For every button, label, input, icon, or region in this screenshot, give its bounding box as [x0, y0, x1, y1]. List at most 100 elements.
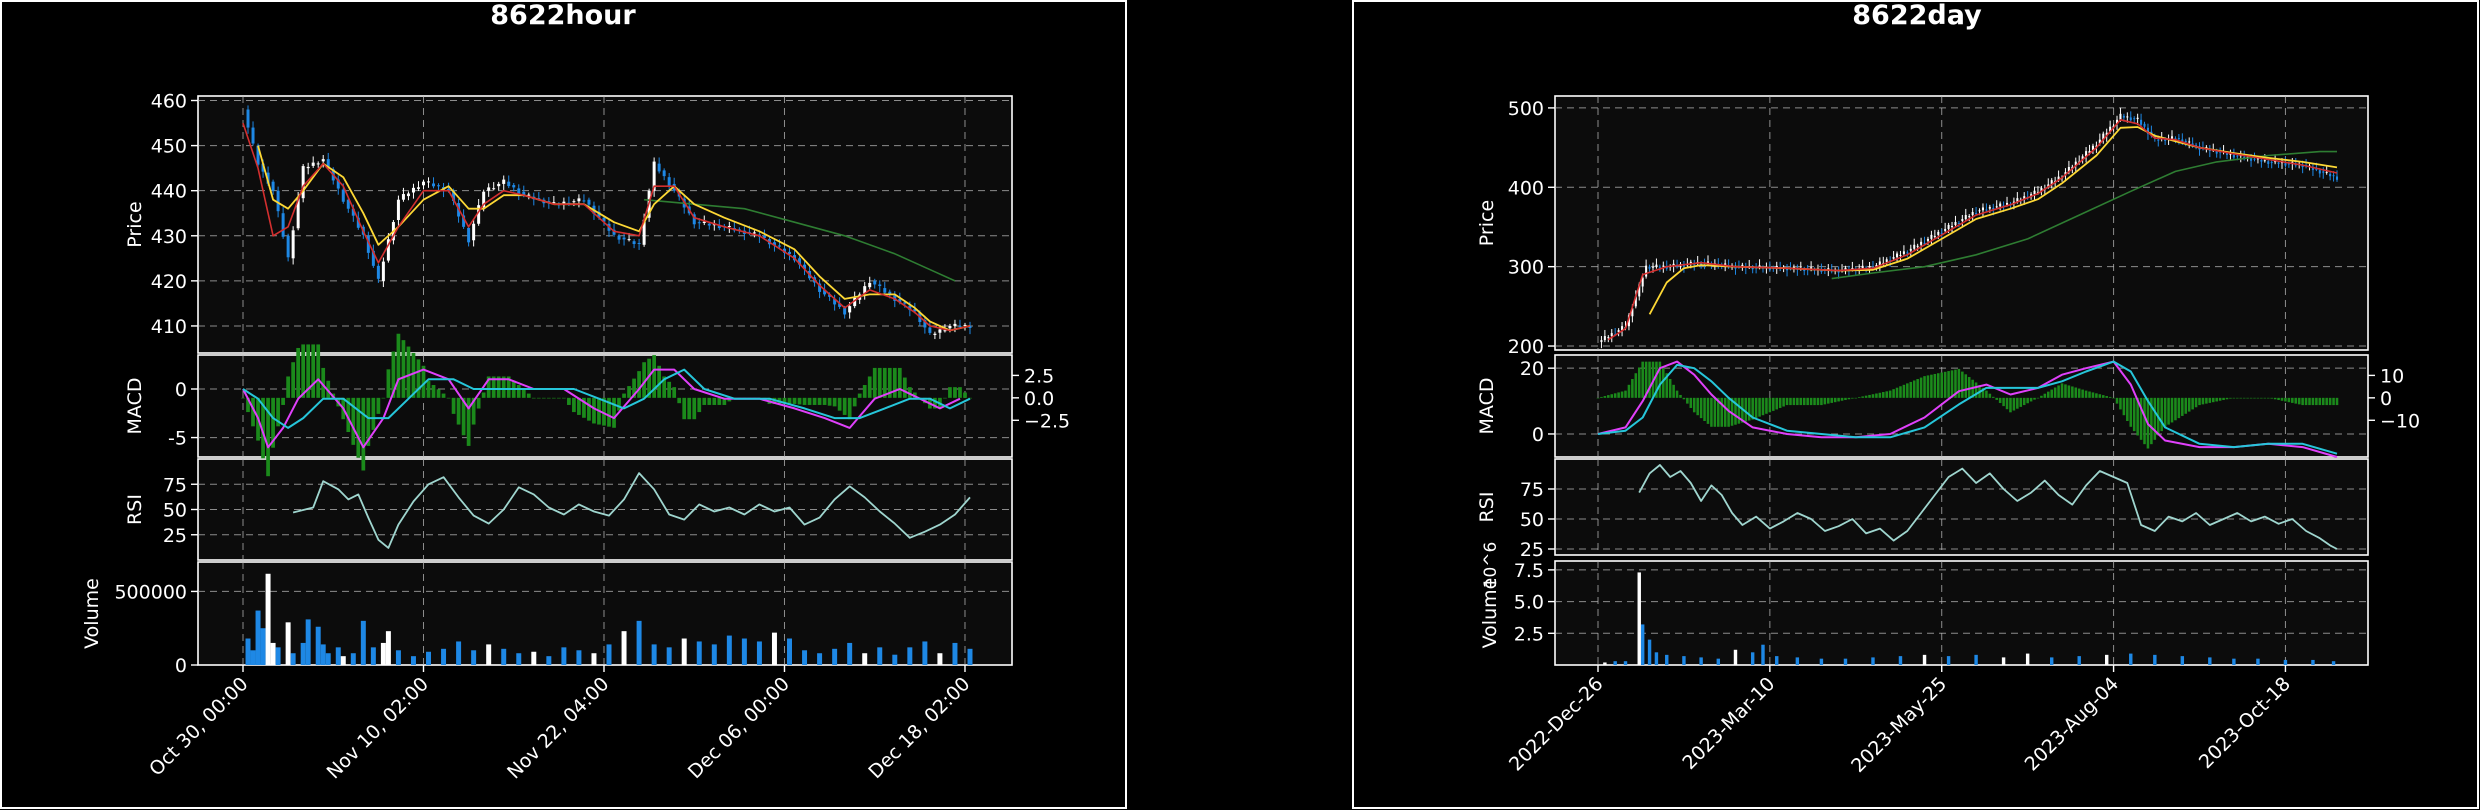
day-macd-hist-bar — [1634, 373, 1638, 398]
day-macd-hist-bar — [2139, 397, 2143, 440]
day-macd-hist-bar — [1899, 386, 1902, 398]
day-macd-hist-bar — [2332, 397, 2335, 406]
day-macd-hist-bar — [2246, 397, 2249, 399]
hour-volume-bar — [952, 642, 958, 665]
hour-volume-bar — [305, 619, 311, 665]
day-volume-bar — [2283, 659, 2288, 665]
day-macd-hist-bar — [1840, 397, 1844, 401]
day-macd-hist-bar — [2315, 397, 2318, 406]
hour-macd-hist-bar — [933, 397, 937, 409]
day-macd-hist-bar — [1782, 397, 1785, 407]
day-volume-bar — [2001, 657, 2006, 665]
day-candle-body — [1844, 267, 1847, 271]
day-macd-hist-bar — [2263, 397, 2267, 399]
day-macd-hist-bar — [2177, 397, 2181, 419]
day-macd-hist-bar — [2112, 397, 2115, 399]
hour-macd-hist-bar — [632, 378, 636, 398]
hour-chart-title: 8622hour — [490, 0, 636, 31]
day-volume-bar — [1603, 662, 1607, 665]
hour-candle-body — [527, 194, 531, 196]
hour-candle-body — [502, 179, 506, 184]
hour-candle-body — [492, 188, 496, 190]
day-macd-hist-bar — [2229, 397, 2232, 399]
hour-candle-body — [321, 159, 325, 162]
day-candle-body — [2174, 138, 2177, 140]
day-macd-hist-bar — [1912, 380, 1916, 398]
hour-candle-body — [411, 187, 415, 193]
hour-macd-hist-bar — [346, 397, 351, 433]
day-candle-body — [2081, 156, 2084, 160]
hour-macd-hist-bar — [902, 377, 907, 398]
day-macd-hist-bar — [2119, 397, 2122, 410]
hour-volume-bar — [531, 651, 537, 665]
day-candle-body — [1951, 226, 1954, 228]
hour-volume-bar — [606, 644, 612, 665]
hour-candle-body — [938, 329, 942, 333]
hour-volume-bar — [817, 653, 823, 665]
day-candle-body — [2225, 153, 2229, 155]
day-rsi-line — [1638, 464, 2338, 550]
hour-volume-bar — [937, 653, 943, 665]
day-macd-hist-bar — [2060, 383, 2064, 398]
day-macd-hist-bar — [1906, 383, 1909, 398]
day-macd-hist-bar — [1902, 384, 1906, 398]
day-macd-hist-bar — [2153, 397, 2157, 440]
hour-candle-body — [261, 163, 265, 172]
day-macd-hist-bar — [2239, 397, 2243, 399]
day-candle-body — [1682, 265, 1685, 267]
day-candle-body — [2153, 135, 2156, 138]
day-candle-body — [1803, 268, 1806, 272]
day-macd-hist-bar — [1799, 397, 1803, 406]
hour-volume-bar — [320, 644, 326, 665]
hour-candle-body — [913, 309, 917, 312]
hour-candle-body — [522, 191, 526, 196]
day-macd-hist-bar — [2064, 384, 2067, 398]
day-candle-body — [1851, 268, 1854, 270]
day-macd-hist-bar — [2205, 397, 2208, 404]
day-macd-hist-bar — [2022, 397, 2026, 406]
day-macd-hist-bar — [1875, 393, 1878, 398]
day-volume-bar — [1974, 654, 1978, 665]
hour-macd-hist-bar — [872, 367, 877, 398]
day-macd-hist-bar — [1868, 394, 1871, 398]
day-candle-body — [2157, 139, 2160, 141]
hour-volume-bar — [802, 650, 808, 665]
day-macd-hist-bar — [1926, 375, 1930, 398]
day-candle-body — [2236, 155, 2239, 157]
hour-macd-hist-bar — [607, 397, 611, 427]
day-macd-hist-bar — [1772, 397, 1775, 411]
day-candle-body — [1724, 263, 1727, 266]
hour-macd-hist-bar — [722, 397, 727, 405]
hour-candle-body — [281, 213, 285, 237]
hour-volume-bar — [892, 654, 898, 665]
day-macd-hist-bar — [1871, 394, 1875, 398]
hour-volume-bar — [270, 642, 276, 665]
hour-candle-body — [376, 265, 380, 279]
hour-volume-bar — [771, 632, 777, 665]
day-macd-hist-bar — [2270, 397, 2273, 399]
hour-candle-body — [652, 161, 656, 191]
day-macd-hist-bar — [1689, 397, 1693, 408]
hour-volume-bar — [250, 650, 256, 665]
hour-macd-hist-bar — [476, 397, 481, 409]
hour-candle-body — [963, 324, 967, 326]
hour-candle-body — [296, 198, 300, 229]
day-macd-hist-bar — [2050, 389, 2053, 398]
day-macd-hist-bar — [2191, 397, 2194, 410]
day-candle-body — [1689, 261, 1692, 265]
day-macd-hist-bar — [1675, 390, 1679, 398]
hour-candle-body — [662, 170, 666, 177]
day-macd-hist-bar — [1813, 397, 1816, 406]
hour-macd-tick-label: 0 — [175, 379, 187, 401]
day-macd-hist-bar — [1816, 397, 1820, 406]
day-macd-hist-bar — [1943, 371, 1947, 398]
day-volume-bar — [2104, 654, 2109, 665]
hour-macd-hist-bar — [351, 397, 356, 445]
day-macd-hist-bar — [1679, 394, 1682, 398]
hour-candle-body — [627, 239, 631, 241]
hour-volume-bar — [350, 653, 356, 665]
hour-volume-bar — [681, 638, 687, 665]
day-macd-hist-bar — [1603, 396, 1607, 398]
day-macd-hist-bar — [1885, 391, 1889, 398]
hour-macd-hist-bar — [852, 397, 857, 407]
